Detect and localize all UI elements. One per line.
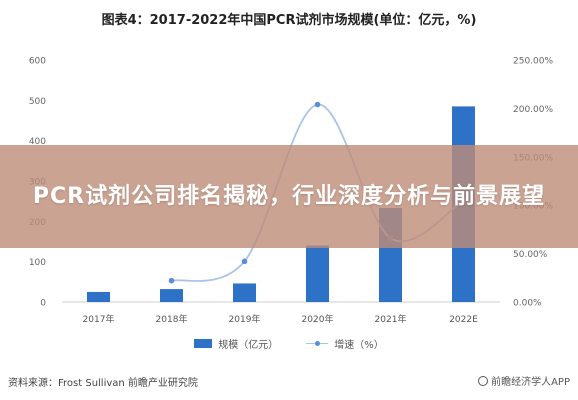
right-tick-label: 200.00% [513, 105, 553, 115]
left-tick-label: 100 [29, 258, 46, 268]
left-tick-label: 600 [29, 57, 46, 67]
legend-item-bar: 规模（亿元） [194, 336, 278, 351]
legend-bar-swatch [194, 339, 213, 348]
x-tick-label: 2017年 [83, 313, 115, 325]
left-tick-label: 500 [29, 97, 46, 107]
x-tick-label: 2021年 [375, 313, 407, 325]
logo-icon [478, 375, 489, 386]
x-tick-label: 2020年 [302, 313, 334, 325]
legend-bar-label: 规模（亿元） [218, 340, 279, 351]
chart-title: 图表4：2017-2022年中国PCR试剂市场规模(单位：亿元，%) [101, 13, 477, 28]
x-tick-label: 2018年 [156, 313, 188, 325]
right-tick-label: 50.00% [513, 250, 548, 260]
bar [306, 245, 329, 302]
legend-line-label: 增速（%） [334, 340, 384, 351]
logo-text: 前瞻经济学人APP [491, 377, 570, 388]
headline-banner: PCR试剂公司排名揭秘，行业深度分析与前景展望 [0, 145, 578, 248]
right-tick-label: 250.00% [513, 57, 553, 67]
x-tick-label: 2022E [449, 315, 478, 325]
legend: 规模（亿元） 增速（%） [0, 336, 578, 351]
bar [160, 289, 183, 302]
x-tick-label: 2019年 [229, 313, 261, 325]
growth-point [314, 101, 321, 108]
bar [233, 283, 256, 302]
headline-text: PCR试剂公司排名揭秘，行业深度分析与前景展望 [32, 183, 546, 209]
source-note: 资料来源：Frost Sullivan 前瞻产业研究院 [8, 378, 198, 389]
growth-point [168, 277, 175, 284]
right-tick-label: 0.00% [513, 299, 542, 309]
bar [87, 291, 110, 302]
left-tick-label: 0 [40, 299, 46, 309]
legend-line-swatch [306, 339, 329, 348]
growth-point [241, 258, 248, 265]
legend-item-line: 增速（%） [306, 336, 384, 351]
brand-logo: 前瞻经济学人APP [478, 373, 570, 388]
left-tick-label: 400 [29, 137, 46, 147]
